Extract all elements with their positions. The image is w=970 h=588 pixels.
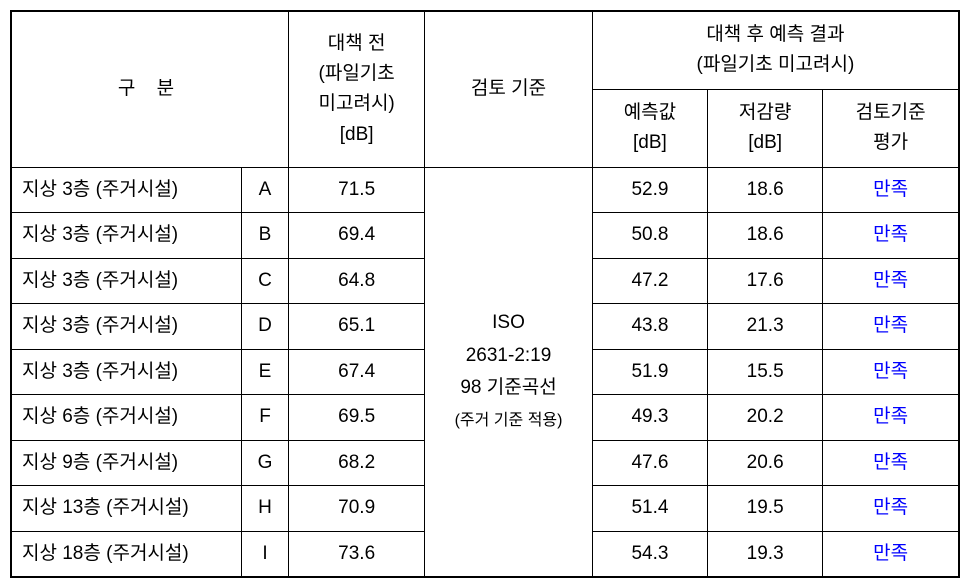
- cell-before: 69.5: [289, 395, 425, 441]
- cell-before: 65.1: [289, 304, 425, 350]
- cell-before: 69.4: [289, 213, 425, 259]
- cell-predict: 47.2: [592, 258, 707, 304]
- header-before-line3: 미고려시): [319, 93, 395, 114]
- header-before: 대책 전 (파일기초 미고려시) [dB]: [289, 11, 425, 167]
- cell-category: 지상 3층 (주거시설): [11, 304, 241, 350]
- header-reduce: 저감량 [dB]: [708, 89, 823, 167]
- cell-before: 70.9: [289, 486, 425, 532]
- cell-code: B: [241, 213, 288, 259]
- header-after-group: 대책 후 예측 결과 (파일기초 미고려시): [592, 11, 959, 89]
- cell-reduce: 20.6: [708, 440, 823, 486]
- cell-before: 71.5: [289, 167, 425, 213]
- cell-reduce: 18.6: [708, 213, 823, 259]
- cell-category: 지상 3층 (주거시설): [11, 213, 241, 259]
- header-reduce-line1: 저감량: [739, 102, 791, 123]
- cell-code: I: [241, 531, 288, 577]
- table-row: 지상 3층 (주거시설)A71.5ISO2631-2:1998 기준곡선(주거 …: [11, 167, 959, 213]
- header-before-line1: 대책 전: [328, 33, 386, 54]
- cell-code: F: [241, 395, 288, 441]
- cell-category: 지상 13층 (주거시설): [11, 486, 241, 532]
- cell-before: 64.8: [289, 258, 425, 304]
- cell-code: D: [241, 304, 288, 350]
- cell-reduce: 19.5: [708, 486, 823, 532]
- cell-eval: 만족: [823, 395, 959, 441]
- cell-category: 지상 9층 (주거시설): [11, 440, 241, 486]
- cell-eval: 만족: [823, 440, 959, 486]
- cell-predict: 52.9: [592, 167, 707, 213]
- cell-standard: ISO 2631-2:19 98 기준곡선 (주거 기준 적용): [425, 167, 593, 577]
- cell-predict: 49.3: [592, 395, 707, 441]
- cell-reduce: 17.6: [708, 258, 823, 304]
- cell-category: 지상 6층 (주거시설): [11, 395, 241, 441]
- cell-category: 지상 18층 (주거시설): [11, 531, 241, 577]
- standard-line4: (주거 기준 적용): [455, 412, 563, 429]
- table-body: 지상 3층 (주거시설)A71.5ISO2631-2:1998 기준곡선(주거 …: [11, 167, 959, 577]
- header-after-line1: 대책 후 예측 결과: [706, 24, 844, 45]
- header-before-line4: [dB]: [340, 124, 374, 145]
- header-predict-line2: [dB]: [633, 132, 667, 153]
- cell-before: 73.6: [289, 531, 425, 577]
- cell-predict: 47.6: [592, 440, 707, 486]
- cell-reduce: 21.3: [708, 304, 823, 350]
- header-eval-line1: 검토기준: [856, 102, 926, 123]
- cell-reduce: 19.3: [708, 531, 823, 577]
- cell-reduce: 20.2: [708, 395, 823, 441]
- table-header: 구 분 대책 전 (파일기초 미고려시) [dB] 검토 기준 대책 후 예측 …: [11, 11, 959, 167]
- header-row-1: 구 분 대책 전 (파일기초 미고려시) [dB] 검토 기준 대책 후 예측 …: [11, 11, 959, 89]
- cell-predict: 51.4: [592, 486, 707, 532]
- header-eval: 검토기준 평가: [823, 89, 959, 167]
- header-standard: 검토 기준: [425, 11, 593, 167]
- cell-code: G: [241, 440, 288, 486]
- cell-eval: 만족: [823, 349, 959, 395]
- cell-predict: 51.9: [592, 349, 707, 395]
- cell-eval: 만족: [823, 167, 959, 213]
- standard-line3: 98 기준곡선: [460, 377, 556, 398]
- cell-predict: 43.8: [592, 304, 707, 350]
- table-wrapper: 구 분 대책 전 (파일기초 미고려시) [dB] 검토 기준 대책 후 예측 …: [10, 10, 960, 578]
- cell-eval: 만족: [823, 258, 959, 304]
- cell-code: E: [241, 349, 288, 395]
- cell-code: C: [241, 258, 288, 304]
- cell-predict: 50.8: [592, 213, 707, 259]
- cell-eval: 만족: [823, 486, 959, 532]
- cell-code: A: [241, 167, 288, 213]
- cell-before: 67.4: [289, 349, 425, 395]
- standard-line1: ISO: [492, 312, 525, 333]
- standard-line2: 2631-2:19: [466, 345, 552, 366]
- cell-eval: 만족: [823, 304, 959, 350]
- cell-predict: 54.3: [592, 531, 707, 577]
- cell-code: H: [241, 486, 288, 532]
- cell-before: 68.2: [289, 440, 425, 486]
- cell-category: 지상 3층 (주거시설): [11, 349, 241, 395]
- header-reduce-line2: [dB]: [748, 132, 782, 153]
- header-predict: 예측값 [dB]: [592, 89, 707, 167]
- header-category: 구 분: [11, 11, 289, 167]
- header-before-line2: (파일기초: [319, 63, 395, 84]
- header-predict-line1: 예측값: [624, 102, 676, 123]
- header-after-line2: (파일기초 미고려시): [697, 54, 855, 75]
- cell-category: 지상 3층 (주거시설): [11, 167, 241, 213]
- cell-reduce: 15.5: [708, 349, 823, 395]
- header-eval-line2: 평가: [873, 132, 908, 153]
- vibration-table: 구 분 대책 전 (파일기초 미고려시) [dB] 검토 기준 대책 후 예측 …: [10, 10, 960, 578]
- cell-eval: 만족: [823, 531, 959, 577]
- cell-reduce: 18.6: [708, 167, 823, 213]
- cell-category: 지상 3층 (주거시설): [11, 258, 241, 304]
- cell-eval: 만족: [823, 213, 959, 259]
